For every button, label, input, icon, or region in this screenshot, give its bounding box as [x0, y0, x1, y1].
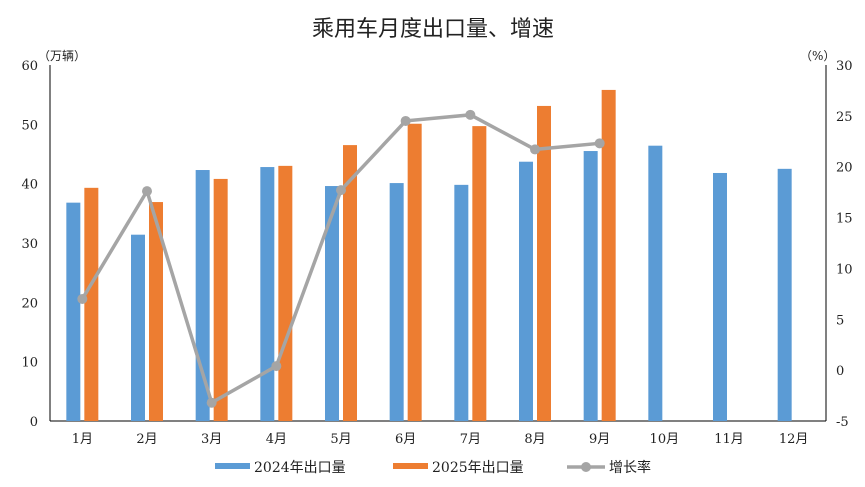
- bar-2024年出口量-6月: [389, 183, 404, 421]
- bar-2024年出口量-12月: [777, 168, 792, 421]
- x-tick-label: 4月: [266, 432, 287, 447]
- growth-rate-point-8月: [530, 144, 540, 155]
- right-tick-label: 10: [836, 262, 853, 277]
- left-tick-label: 10: [21, 356, 38, 371]
- left-tick-label: 50: [21, 118, 38, 133]
- x-tick-label: 8月: [524, 432, 545, 447]
- growth-rate-point-1月: [77, 293, 88, 304]
- x-tick-label: 11月: [714, 432, 744, 447]
- legend-swatch-0: [215, 463, 250, 469]
- right-tick-label: -5: [836, 415, 849, 430]
- bar-2025年出口量-2月: [149, 202, 163, 421]
- growth-rate-point-9月: [594, 138, 605, 149]
- legend-label-1: 2025年出口量: [432, 460, 524, 476]
- legend-swatch-1: [393, 463, 428, 469]
- bar-2024年出口量-4月: [260, 167, 275, 421]
- left-axis-unit: （万辆）: [38, 49, 86, 63]
- growth-rate-point-5月: [336, 185, 346, 196]
- bar-2024年出口量-11月: [713, 172, 727, 421]
- right-tick-label: 30: [836, 59, 853, 74]
- x-tick-label: 9月: [589, 432, 610, 447]
- legend: 2024年出口量 2025年出口量 增长率: [215, 459, 651, 476]
- bar-2024年出口量-5月: [325, 186, 339, 421]
- x-tick-label: 7月: [460, 432, 481, 447]
- chart-title: 乘用车月度出口量、增速: [312, 17, 554, 42]
- growth-rate-point-3月: [206, 397, 217, 408]
- right-tick-label: 15: [836, 212, 853, 227]
- bar-2025年出口量-8月: [537, 105, 551, 421]
- legend-label-0: 2024年出口量: [254, 460, 346, 476]
- x-tick-label: 12月: [779, 432, 809, 447]
- x-tick-label: 5月: [330, 432, 351, 447]
- bar-2025年出口量-3月: [213, 178, 228, 421]
- bar-2025年出口量-9月: [601, 89, 616, 422]
- right-tick-label: 25: [836, 110, 853, 125]
- right-tick-label: 5: [836, 313, 844, 328]
- right-axis-unit: （%）: [800, 49, 835, 63]
- x-tick-label: 6月: [395, 432, 416, 447]
- left-tick-label: 30: [21, 237, 38, 252]
- left-tick-label: 20: [21, 296, 38, 311]
- bar-2025年出口量-1月: [84, 187, 99, 421]
- x-tick-label: 1月: [72, 432, 93, 447]
- bar-2024年出口量-7月: [454, 184, 469, 421]
- legend-marker-2: [581, 462, 591, 472]
- bar-2024年出口量-8月: [519, 161, 533, 422]
- right-tick-label: 0: [836, 364, 844, 379]
- growth-rate-point-2月: [142, 186, 152, 197]
- bar-2025年出口量-6月: [407, 123, 422, 422]
- left-tick-label: 40: [21, 178, 38, 193]
- left-tick-label: 0: [30, 415, 38, 430]
- bar-2024年出口量-9月: [583, 151, 598, 422]
- growth-rate-point-7月: [465, 109, 476, 120]
- x-tick-label: 2月: [136, 432, 157, 447]
- x-tick-label: 3月: [201, 432, 222, 447]
- bar-2024年出口量-2月: [131, 234, 145, 421]
- legend-label-2: 增长率: [609, 459, 651, 476]
- bar-2024年出口量-10月: [648, 145, 663, 421]
- bar-2025年出口量-4月: [278, 165, 293, 421]
- growth-rate-point-4月: [271, 361, 282, 372]
- left-tick-label: 60: [21, 59, 38, 74]
- growth-rate-point-6月: [400, 115, 411, 126]
- right-tick-label: 20: [836, 161, 853, 176]
- bar-2025年出口量-7月: [472, 126, 487, 421]
- x-tick-label: 10月: [650, 432, 680, 447]
- bar-2025年出口量-5月: [343, 145, 357, 421]
- bar-2024年出口量-1月: [66, 202, 81, 421]
